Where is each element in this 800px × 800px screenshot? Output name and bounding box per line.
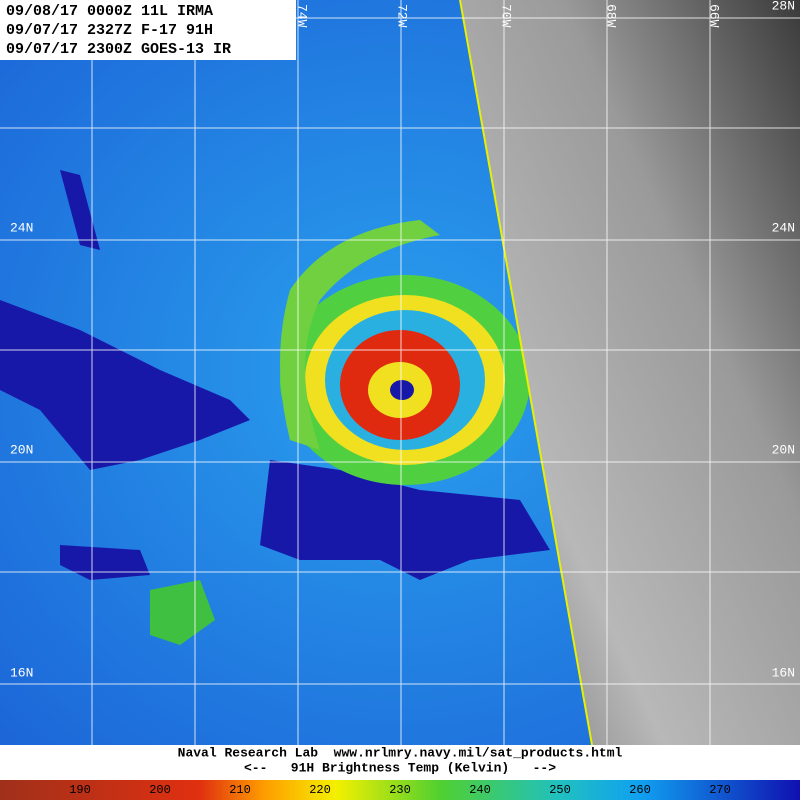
colorbar-label: 250	[549, 783, 571, 797]
header-box	[0, 0, 296, 60]
colorbar-label: 220	[309, 783, 331, 797]
longitude-label: 70W	[499, 4, 514, 28]
colorbar-label: 240	[469, 783, 491, 797]
longitude-label: 66W	[707, 4, 722, 28]
latitude-label: 20N	[10, 442, 33, 457]
footer-credit: Naval Research Lab www.nrlmry.navy.mil/s…	[178, 745, 623, 760]
latitude-label: 16N	[10, 665, 33, 680]
colorbar-label: 190	[69, 783, 91, 797]
longitude-label: 72W	[395, 4, 410, 28]
header-line: 09/07/17 2300Z GOES-13 IR	[6, 41, 231, 58]
colorbar-label: 270	[709, 783, 731, 797]
latitude-label: 28N	[772, 0, 795, 13]
colorbar-label: 230	[389, 783, 411, 797]
footer-box	[0, 745, 800, 780]
colorbar-label: 210	[229, 783, 251, 797]
colorbar-label: 260	[629, 783, 651, 797]
latitude-label: 24N	[772, 220, 795, 235]
latitude-label: 16N	[772, 665, 795, 680]
header-line: 09/07/17 2327Z F-17 91H	[6, 22, 213, 39]
longitude-label: 68W	[604, 4, 619, 28]
header-line: 09/08/17 0000Z 11L IRMA	[6, 3, 213, 20]
longitude-label: 74W	[295, 4, 310, 28]
footer-caption: <-- 91H Brightness Temp (Kelvin) -->	[244, 760, 556, 775]
imagery	[0, 0, 800, 746]
colorbar	[0, 780, 800, 800]
latitude-label: 24N	[10, 220, 33, 235]
latitude-label: 20N	[772, 442, 795, 457]
colorbar-label: 200	[149, 783, 171, 797]
